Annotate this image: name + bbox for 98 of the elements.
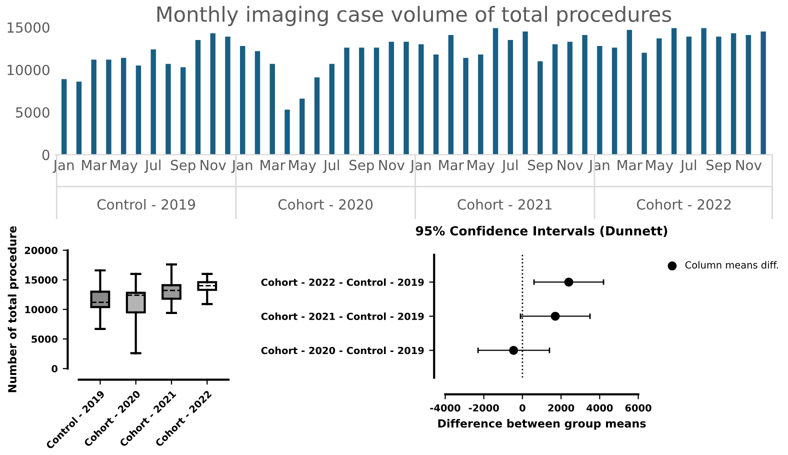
bar — [686, 36, 692, 155]
y-tick-label: 10000 — [25, 306, 58, 314]
bar — [746, 34, 752, 155]
bar — [448, 34, 454, 155]
x-tick-label: Mar — [618, 160, 643, 170]
bar — [329, 64, 334, 155]
text: Cohort - 2020 — [278, 198, 373, 210]
chart-title: 95% Confidence Intervals (Dunnett) — [416, 226, 668, 238]
bar — [478, 54, 484, 155]
x-tick-label: Mar — [439, 160, 464, 170]
y-tick-label: 10000 — [8, 64, 50, 76]
x-tick-label: Nov — [736, 160, 762, 170]
bar — [254, 51, 260, 155]
x-tick-label: Nov — [200, 160, 226, 170]
bar — [374, 48, 380, 155]
bar — [180, 67, 186, 155]
y-tick-label: 15000 — [8, 22, 50, 33]
x-tick-label: Jan — [231, 160, 252, 173]
x-tick-label: May — [110, 160, 138, 174]
bar — [612, 48, 618, 155]
bar — [270, 64, 275, 155]
x-tick-label: Mar — [82, 160, 107, 170]
bar — [136, 66, 142, 155]
x-tick-label: Sep — [349, 160, 374, 174]
x-tick-label: Jan — [410, 160, 431, 173]
bar — [760, 32, 766, 155]
legend-label: Column means diff. — [685, 261, 778, 269]
x-tick-label: Nov — [558, 160, 584, 170]
bar — [538, 61, 543, 155]
x-tick-label: May — [468, 160, 495, 174]
bar — [626, 30, 632, 155]
bar — [418, 44, 424, 155]
x-tick-label: Mar — [260, 160, 286, 170]
bar — [106, 60, 112, 155]
bar — [567, 42, 573, 155]
x-tick-label: -2000 — [468, 404, 499, 412]
text: Cohort - 2021 — [458, 198, 552, 210]
bar — [730, 33, 736, 155]
bar — [508, 40, 514, 155]
y-axis-title: Number of total procedure — [8, 226, 19, 392]
x-tick-label: Jul — [501, 160, 518, 173]
bar — [240, 46, 246, 155]
bar — [656, 38, 662, 155]
x-tick-label: Nov — [379, 160, 405, 170]
x-tick-label: 2000 — [548, 404, 574, 412]
chart-title: Monthly imaging case volume of total procedures — [157, 6, 672, 26]
bar — [463, 58, 468, 155]
bar — [359, 48, 364, 155]
y-tick-label: 5000 — [16, 107, 50, 118]
bar — [433, 54, 439, 155]
bar — [314, 77, 320, 155]
bar — [166, 64, 171, 155]
bar — [195, 40, 201, 155]
bar — [642, 52, 647, 155]
bar — [344, 48, 350, 155]
x-tick-label: Jul — [144, 160, 160, 173]
y-tick-label: Cohort - 2020 - Control - 2019 — [261, 346, 424, 354]
x-tick-label: Jul — [680, 160, 696, 173]
bar — [716, 36, 722, 155]
bar — [522, 32, 528, 155]
x-tick-label: Sep — [528, 160, 552, 174]
x-tick-label: Sep — [706, 160, 732, 174]
y-tick-label: Cohort - 2021 - Control - 2019 — [261, 312, 424, 320]
bar — [701, 28, 706, 155]
x-tick-label: Jan — [52, 160, 74, 173]
y-tick-label: 20000 — [24, 246, 58, 254]
bar — [404, 42, 409, 155]
x-tick-label: -4000 — [430, 404, 460, 412]
text: Cohort - 2022 — [636, 198, 731, 210]
bar — [284, 110, 290, 155]
bar — [492, 28, 498, 155]
bar — [388, 42, 394, 155]
bar — [552, 44, 558, 155]
y-tick-label: 0 — [52, 365, 58, 372]
x-tick-label: Jul — [322, 160, 339, 173]
bar — [300, 98, 305, 155]
bar — [150, 49, 156, 155]
bar — [91, 60, 96, 155]
x-tick-label: May — [646, 160, 674, 174]
x-axis-title: Difference between group means — [438, 419, 646, 430]
y-tick-label: 5000 — [32, 335, 58, 343]
x-tick-label: 4000 — [586, 404, 613, 412]
y-tick-label: 0 — [42, 150, 50, 160]
bar — [582, 34, 588, 155]
y-tick-label: 15000 — [25, 276, 58, 284]
bar — [671, 28, 677, 155]
bar — [225, 36, 230, 155]
bar — [120, 58, 126, 155]
x-tick-label: Sep — [170, 160, 196, 174]
bar — [597, 46, 602, 155]
x-tick-label: May — [289, 160, 316, 174]
bar — [210, 33, 216, 155]
y-tick-label: Cohort - 2022 - Control - 2019 — [261, 278, 424, 286]
bar — [61, 79, 67, 155]
x-tick-label: 6000 — [625, 404, 652, 412]
text: Control - 2019 — [97, 198, 196, 210]
x-tick-label: 0 — [520, 404, 526, 412]
bar — [76, 82, 82, 155]
